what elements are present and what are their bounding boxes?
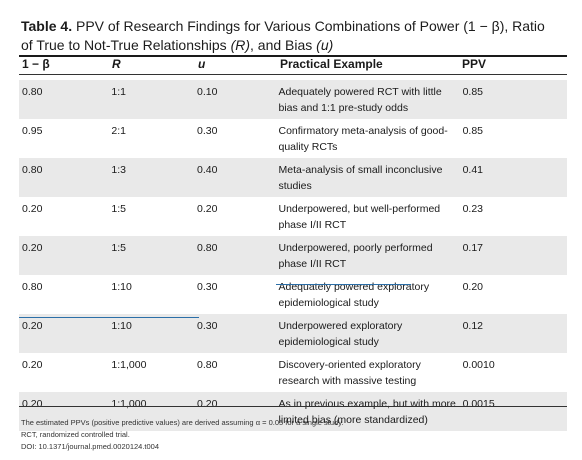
cell-ppv: 0.17 [462,236,567,275]
table-row: 0.20 1:5 0.20 Underpowered, but well-perfor… [19,197,567,236]
caption-line2-pre: of True to Not-True Relationships [21,37,231,53]
cell-power: 0.95 [22,125,43,137]
cell-ppv: 0.20 [462,281,483,293]
cell-bias: 0.20 [197,392,279,431]
table-header: 1 − β R u Practical Example PPV [19,56,567,72]
cell-bias: 0.30 [197,314,279,353]
cell-ppv: 0.23 [462,203,483,215]
table-label: Table 4. [21,18,73,34]
cell-bias: 0.80 [197,359,218,371]
cell-bias: 0.30 [197,281,218,293]
cell-ratio: 1:5 [111,203,127,215]
cell-example: Adequately powered RCT with little bias … [278,80,463,119]
caption-u: (u) [316,37,334,53]
table-row: 0.20 1:10 0.30 Underpowered exploratory epi… [19,314,567,353]
table-row: 0.20 1:5 0.80 Underpowered, poorly performe… [19,236,567,275]
cell-example: Underpowered, poorly performed phase I/I… [278,236,463,275]
cell-ratio: 1:3 [111,158,197,197]
cell-ppv: 0.85 [462,125,483,137]
cell-bias: 0.40 [197,158,279,197]
cell-example: Adequately powered exploratory epidemiol… [278,281,430,309]
caption-line2-mid: , and Bias [250,37,317,53]
annotation-underline-2 [19,317,199,318]
cell-ppv: 0.85 [462,80,567,119]
footnote-ppv: The estimated PPVs (positive predictive … [21,418,344,427]
table-bottom-rule [19,406,567,407]
cell-ratio: 1:10 [111,281,132,293]
annotation-underline [276,284,411,285]
cell-example: Discovery-oriented exploratory research … [278,359,421,387]
caption-line1: PPV of Research Findings for Various Com… [72,18,545,34]
cell-power: 0.20 [19,314,112,353]
cell-bias: 0.20 [197,203,218,215]
cell-example: Underpowered, but well-performed phase I… [278,203,441,231]
cell-power: 0.20 [19,236,112,275]
table-row: 0.80 1:10 0.30 Adequately powered explorato… [19,275,567,314]
cell-power: 0.80 [22,281,43,293]
cell-ratio: 1:1 [111,80,197,119]
cell-example: Confirmatory meta-analysis of good-quali… [278,125,448,153]
cell-ratio: 1:1,000 [111,392,197,431]
cell-bias: 0.80 [197,236,279,275]
cell-ratio: 1:1,000 [111,359,147,371]
table-footnotes: The estimated PPVs (positive predictive … [21,417,566,453]
col-header-bias: u [198,57,206,71]
cell-ppv: 0.0015 [462,392,567,431]
col-header-power: 1 − β [22,57,50,71]
table-row: 0.20 1:1,000 0.80 Discovery-oriented explor… [19,353,567,392]
cell-power: 0.20 [22,359,43,371]
table-row: 0.80 1:1 0.10 Adequately powered RCT with l… [19,80,567,119]
table-row: 0.95 2:1 0.30 Confirmatory meta-analysis of… [19,119,567,158]
cell-ratio: 2:1 [111,125,127,137]
cell-example: Meta-analysis of small inconclusive stud… [278,158,463,197]
caption-r: (R) [230,37,251,53]
table-row: 0.80 1:3 0.40 Meta-analysis of small inconc… [19,158,567,197]
cell-power: 0.80 [19,80,112,119]
footnote-doi: DOI: 10.1371/journal.pmed.0020124.t004 [21,442,160,451]
cell-example: As in previous example, but with more li… [278,392,463,431]
cell-example: Underpowered exploratory epidemiological… [278,314,463,353]
cell-power: 0.20 [22,203,43,215]
header-top-rule [19,55,567,57]
table-row: 0.20 1:1,000 0.20 As in previous example, b… [19,392,567,431]
cell-bias: 0.10 [197,80,279,119]
header-bottom-rule [19,74,567,75]
footnote-rct: RCT, randomized controlled trial. [21,430,130,439]
ppv-table: 0.80 1:1 0.10 Adequately powered RCT with l… [19,80,567,431]
cell-ppv: 0.12 [462,314,567,353]
col-header-ratio: R [112,57,121,71]
table-caption: Table 4. PPV of Research Findings for Va… [21,17,566,55]
cell-bias: 0.30 [197,125,218,137]
cell-power: 0.80 [19,158,112,197]
cell-ratio: 1:5 [111,236,197,275]
col-header-ppv: PPV [462,57,487,71]
cell-power: 0.20 [19,392,112,431]
cell-ppv: 0.0010 [462,359,495,371]
cell-ratio: 1:10 [111,314,197,353]
cell-ppv: 0.41 [462,158,567,197]
col-header-example: Practical Example [280,57,383,71]
